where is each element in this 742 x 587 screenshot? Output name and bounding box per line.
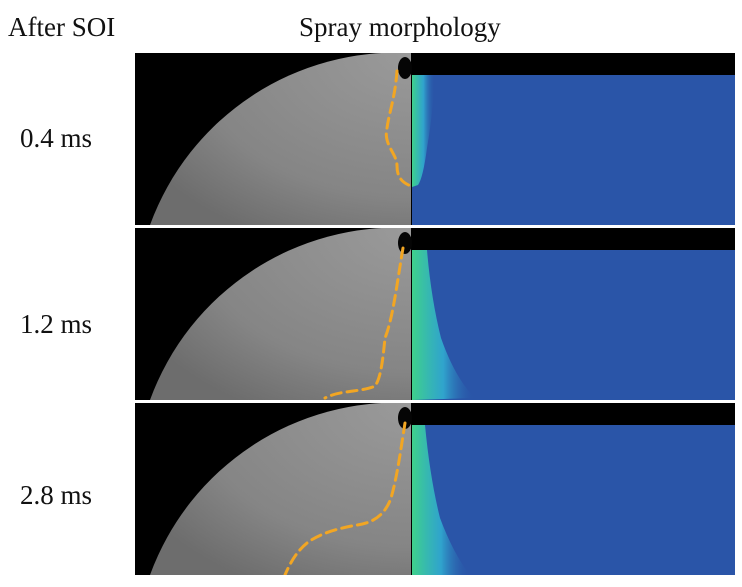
time-label-1: 0.4 ms [20,123,93,153]
column-header-spray-morphology: Spray morphology [299,12,501,42]
spray-image-1 [150,53,735,225]
spray-image-2 [150,228,735,400]
time-label-3: 2.8 ms [20,480,93,510]
column-header-after-soi: After SOI [8,12,116,42]
cfd-simulation-field [412,250,735,400]
spray-panel-2 [135,228,735,400]
spray-panel-1 [135,53,735,225]
cfd-simulation-field [412,75,735,225]
cfd-simulation-field [412,425,735,575]
chamber-half-disc [150,53,411,225]
nozzle [398,57,412,79]
time-label-2: 1.2 ms [20,309,93,339]
spray-image-3 [150,403,735,575]
chamber-half-disc [150,403,411,575]
spray-plume [412,75,435,187]
spray-outline [323,246,405,400]
spray-plume [412,250,475,400]
chamber-half-disc [150,228,411,400]
spray-outline [283,421,407,575]
nozzle [398,232,412,254]
spray-panel-3 [135,403,735,575]
nozzle [398,407,412,429]
spray-plume [412,425,470,575]
spray-outline [384,69,413,188]
